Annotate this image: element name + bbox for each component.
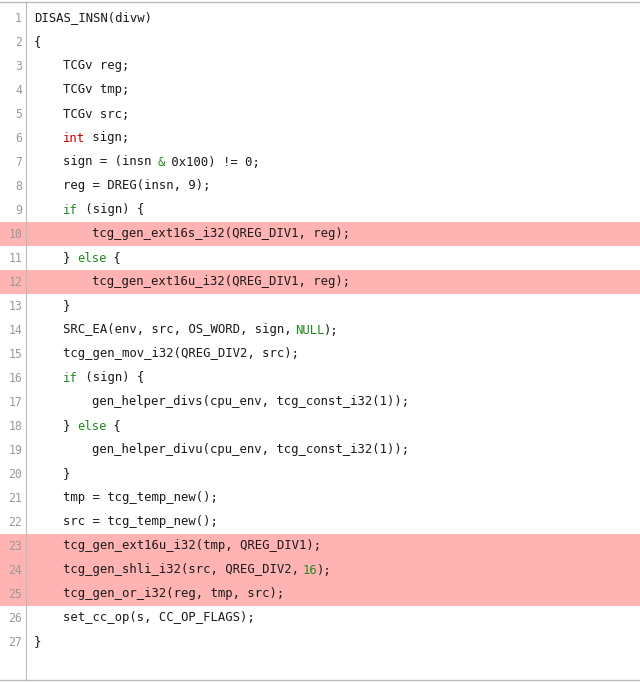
- Bar: [0, 582, 640, 606]
- Text: src = tcg_temp_new();: src = tcg_temp_new();: [63, 516, 218, 529]
- Text: reg = DREG(insn, 9);: reg = DREG(insn, 9);: [63, 179, 211, 192]
- Text: 17: 17: [8, 396, 22, 409]
- Text: 1: 1: [15, 12, 22, 25]
- Text: 11: 11: [8, 252, 22, 265]
- Text: );: );: [324, 323, 339, 336]
- Text: 4: 4: [15, 83, 22, 96]
- Text: {: {: [34, 35, 42, 48]
- Text: int: int: [63, 132, 85, 145]
- Text: 23: 23: [8, 539, 22, 552]
- Bar: [0, 534, 640, 558]
- Text: tcg_gen_ext16u_i32(tmp, QREG_DIV1);: tcg_gen_ext16u_i32(tmp, QREG_DIV1);: [63, 539, 321, 552]
- Text: 14: 14: [8, 323, 22, 336]
- Text: 16: 16: [302, 563, 317, 576]
- Text: 10: 10: [8, 228, 22, 241]
- Text: set_cc_op(s, CC_OP_FLAGS);: set_cc_op(s, CC_OP_FLAGS);: [63, 612, 255, 625]
- Bar: [0, 222, 640, 246]
- Text: 24: 24: [8, 563, 22, 576]
- Text: sign;: sign;: [84, 132, 129, 145]
- Text: 6: 6: [15, 132, 22, 145]
- Text: );: );: [317, 563, 332, 576]
- Text: tcg_gen_mov_i32(QREG_DIV2, src);: tcg_gen_mov_i32(QREG_DIV2, src);: [63, 348, 299, 361]
- Text: }: }: [63, 299, 70, 312]
- Text: }: }: [63, 252, 77, 265]
- Text: 8: 8: [15, 179, 22, 192]
- Text: 15: 15: [8, 348, 22, 361]
- Text: 16: 16: [8, 372, 22, 385]
- Text: else: else: [77, 252, 107, 265]
- Text: tcg_gen_shli_i32(src, QREG_DIV2,: tcg_gen_shli_i32(src, QREG_DIV2,: [63, 563, 307, 576]
- Text: 7: 7: [15, 155, 22, 168]
- Text: 5: 5: [15, 108, 22, 121]
- Text: }: }: [63, 419, 77, 432]
- Text: {: {: [106, 252, 121, 265]
- Text: (sign) {: (sign) {: [77, 203, 144, 216]
- Text: tmp = tcg_temp_new();: tmp = tcg_temp_new();: [63, 492, 218, 505]
- Text: 27: 27: [8, 636, 22, 649]
- Text: gen_helper_divu(cpu_env, tcg_const_i32(1));: gen_helper_divu(cpu_env, tcg_const_i32(1…: [92, 443, 409, 456]
- Text: 0x100) != 0;: 0x100) != 0;: [164, 155, 260, 168]
- Text: if: if: [63, 203, 77, 216]
- Text: SRC_EA(env, src, OS_WORD, sign,: SRC_EA(env, src, OS_WORD, sign,: [63, 323, 299, 336]
- Text: tcg_gen_or_i32(reg, tmp, src);: tcg_gen_or_i32(reg, tmp, src);: [63, 587, 284, 600]
- Text: else: else: [77, 419, 107, 432]
- Text: 18: 18: [8, 419, 22, 432]
- Text: DISAS_INSN(divw): DISAS_INSN(divw): [34, 12, 152, 25]
- Text: 2: 2: [15, 35, 22, 48]
- Text: TCGv reg;: TCGv reg;: [63, 59, 129, 72]
- Text: 25: 25: [8, 587, 22, 600]
- Text: 20: 20: [8, 467, 22, 481]
- Text: if: if: [63, 372, 77, 385]
- Text: 22: 22: [8, 516, 22, 529]
- Text: 19: 19: [8, 443, 22, 456]
- Text: 21: 21: [8, 492, 22, 505]
- Text: 3: 3: [15, 59, 22, 72]
- Text: }: }: [63, 467, 70, 481]
- Text: tcg_gen_ext16u_i32(QREG_DIV1, reg);: tcg_gen_ext16u_i32(QREG_DIV1, reg);: [92, 276, 350, 288]
- Text: 9: 9: [15, 203, 22, 216]
- Text: TCGv tmp;: TCGv tmp;: [63, 83, 129, 96]
- Text: (sign) {: (sign) {: [77, 372, 144, 385]
- Text: tcg_gen_ext16s_i32(QREG_DIV1, reg);: tcg_gen_ext16s_i32(QREG_DIV1, reg);: [92, 228, 350, 241]
- Bar: [0, 558, 640, 582]
- Text: 13: 13: [8, 299, 22, 312]
- Text: }: }: [34, 636, 42, 649]
- Text: 26: 26: [8, 612, 22, 625]
- Text: {: {: [106, 419, 121, 432]
- Text: NULL: NULL: [295, 323, 324, 336]
- Text: gen_helper_divs(cpu_env, tcg_const_i32(1));: gen_helper_divs(cpu_env, tcg_const_i32(1…: [92, 396, 409, 409]
- Text: sign = (insn: sign = (insn: [63, 155, 159, 168]
- Text: TCGv src;: TCGv src;: [63, 108, 129, 121]
- Text: &: &: [157, 155, 164, 168]
- Text: 12: 12: [8, 276, 22, 288]
- Bar: [0, 270, 640, 294]
